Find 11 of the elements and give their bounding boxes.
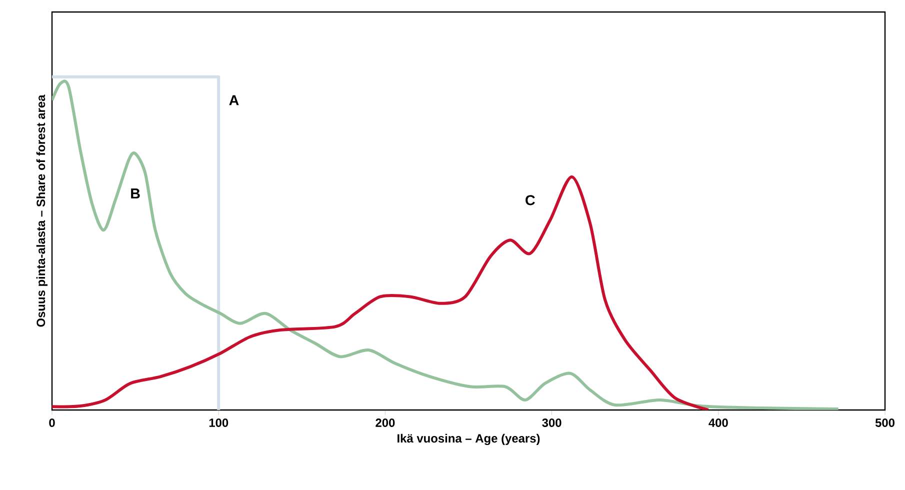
y-axis-title: Osuus pinta-alasta – Share of forest area [36,94,48,327]
series-label: A [229,95,239,106]
series-label: B [131,188,140,198]
x-tick-label: 400 [708,418,728,427]
series-label: C [526,195,535,206]
x-tick-label: 500 [875,418,894,427]
x-tick-label: 0 [49,418,55,427]
x-tick-label: 300 [542,418,562,427]
x-tick-label: 200 [376,418,395,427]
x-axis-title: Ikä vuosina – Age (years) [398,434,540,446]
x-tick-label: 100 [209,418,228,427]
